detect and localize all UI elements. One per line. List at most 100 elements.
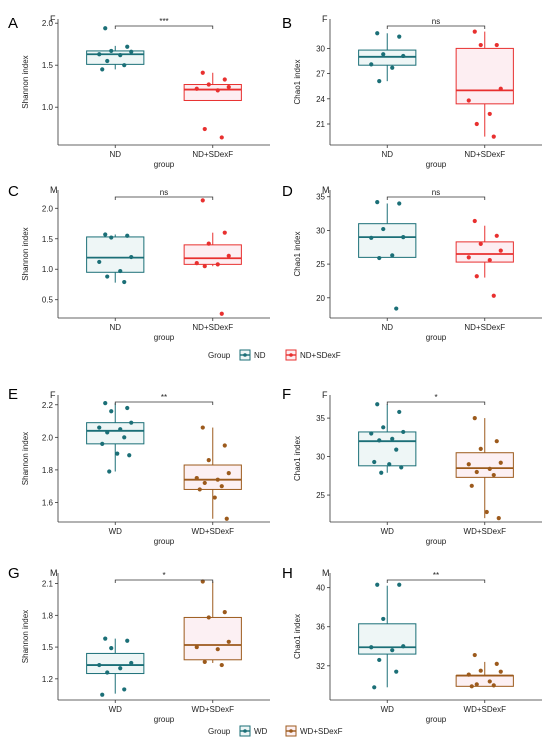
data-point — [219, 662, 224, 668]
data-point — [129, 254, 134, 260]
x-axis-title: group — [426, 537, 447, 546]
data-point — [472, 652, 477, 658]
data-point — [127, 453, 132, 458]
data-point — [129, 420, 134, 425]
data-point — [129, 660, 134, 666]
x-tick-label: ND+SDexF — [192, 150, 233, 159]
y-tick-label: 1.8 — [42, 466, 54, 475]
data-point — [115, 451, 120, 456]
y-tick-label: 35 — [316, 193, 325, 202]
x-tick-label: WD — [381, 527, 395, 536]
data-point — [496, 516, 501, 521]
data-point — [375, 31, 380, 36]
sex-tag: M — [322, 185, 330, 195]
y-tick-label: 1.5 — [42, 61, 54, 70]
data-point — [372, 685, 377, 690]
data-point — [125, 233, 130, 238]
panel-d: D M 20 25 30 35 ND ND+SDexF group Chao1 index ns — [282, 183, 542, 342]
y-tick-label: 1.0 — [42, 265, 54, 274]
sex-tag: M — [322, 568, 330, 578]
significance-label: ** — [433, 571, 439, 580]
data-point — [494, 439, 499, 444]
data-point — [491, 134, 496, 139]
data-point — [105, 58, 110, 64]
data-point — [394, 669, 399, 674]
data-point — [118, 53, 123, 58]
significance-label: ns — [160, 188, 168, 197]
panel-letter: C — [8, 183, 19, 200]
data-point — [215, 647, 220, 652]
significance-bracket — [114, 196, 214, 200]
data-point — [202, 126, 207, 132]
legend-swatch-point — [243, 353, 247, 357]
y-axis-title: Shannon index — [21, 227, 30, 280]
box-0 — [86, 422, 145, 445]
legend-swatch-point — [289, 729, 293, 733]
y-axis-title: Shannon index — [21, 610, 30, 663]
data-point — [206, 82, 211, 87]
data-point — [97, 425, 102, 430]
data-point — [399, 465, 404, 470]
data-point — [377, 79, 382, 84]
data-point — [472, 29, 477, 34]
panel-h: H M 32 36 40 WD WD+SDexF group Chao1 index ** — [282, 565, 542, 724]
x-axis-title: group — [154, 537, 175, 546]
y-tick-label: 32 — [316, 662, 325, 671]
data-point — [129, 49, 134, 54]
legend-swatch-point — [289, 353, 293, 357]
y-axis-title: Chao1 index — [293, 60, 302, 105]
data-point — [222, 230, 227, 235]
box-1 — [455, 675, 514, 687]
y-tick-label: 27 — [316, 70, 325, 79]
y-tick-label: 1.5 — [42, 235, 54, 244]
y-tick-label: 2.1 — [42, 580, 54, 589]
data-point — [377, 438, 382, 443]
x-axis-title: group — [426, 715, 447, 724]
data-point — [474, 682, 479, 687]
legend-swatch-point — [243, 729, 247, 733]
data-point — [498, 86, 503, 91]
sex-tag: F — [322, 390, 328, 400]
data-point — [200, 198, 205, 203]
data-point — [491, 683, 496, 688]
data-point — [484, 509, 489, 515]
data-point — [381, 52, 386, 57]
data-point — [202, 264, 207, 269]
x-axis-title: group — [154, 160, 175, 169]
sex-tag: M — [50, 185, 58, 195]
data-point — [103, 401, 108, 406]
y-tick-label: 25 — [316, 491, 325, 500]
data-point — [194, 475, 199, 481]
data-point — [206, 615, 211, 620]
data-point — [394, 306, 399, 311]
data-point — [387, 462, 392, 467]
legend-1: Group ND ND+SDexF — [208, 349, 341, 361]
box-1 — [455, 241, 514, 263]
data-point — [381, 226, 386, 232]
data-point — [100, 441, 105, 446]
data-point — [118, 268, 123, 274]
y-tick-label: 30 — [316, 44, 325, 53]
data-point — [103, 636, 108, 641]
data-point — [118, 427, 123, 432]
sex-tag: F — [50, 390, 56, 400]
legend-label: WD+SDexF — [300, 727, 343, 736]
data-point — [498, 248, 503, 253]
data-point — [487, 679, 492, 684]
panel-letter: F — [282, 386, 291, 403]
data-point — [474, 469, 479, 475]
data-point — [194, 644, 199, 650]
data-point — [377, 657, 382, 663]
significance-label: ns — [432, 188, 440, 197]
data-point — [97, 259, 102, 265]
data-point — [390, 253, 395, 258]
box-0 — [86, 236, 145, 273]
data-point — [200, 579, 205, 584]
x-tick-label: WD — [109, 705, 123, 714]
data-point — [215, 477, 220, 482]
data-point — [107, 469, 112, 474]
y-axis-title: Chao1 index — [293, 232, 302, 277]
data-point — [498, 460, 503, 465]
significance-label: *** — [159, 17, 168, 26]
